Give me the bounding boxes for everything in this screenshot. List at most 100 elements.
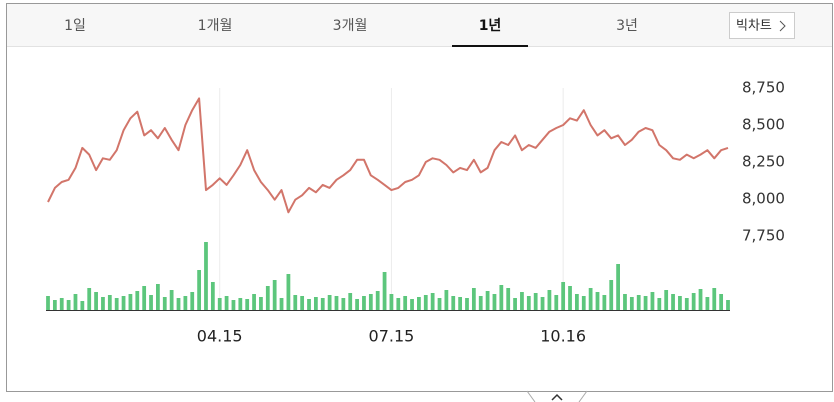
price-line (47, 97, 729, 214)
volume-bar (698, 289, 703, 310)
x-tick-label: 10.16 (540, 327, 586, 346)
tab[interactable]: 1개월 (198, 18, 233, 34)
volume-bar (575, 294, 579, 310)
volume-bar (588, 288, 593, 310)
y-tick-label: 8,000 (742, 190, 785, 208)
volume-bar (114, 298, 119, 310)
volume-bar (423, 295, 428, 310)
tab-bar (7, 4, 832, 46)
volume-bar (471, 288, 476, 310)
volume-bar (52, 300, 57, 310)
volume-bar (520, 292, 524, 310)
volume-bar (252, 294, 256, 310)
volume-bar (368, 294, 373, 310)
volume-bar (259, 297, 263, 310)
volume-bar (245, 299, 250, 310)
volume-bar (66, 300, 71, 310)
y-tick-label: 8,500 (742, 116, 785, 134)
tab[interactable]: 3개월 (333, 18, 368, 34)
plot: 8,750 8,500 8,250 8,000 7,750 04.15 07.15 10.16 (46, 79, 785, 346)
volume-bar (162, 297, 167, 310)
volume-bar (568, 286, 572, 310)
volume-bar (581, 296, 586, 310)
volume-bar (678, 296, 682, 310)
volume-bar (458, 297, 463, 310)
volume-bar (204, 242, 208, 310)
volume-bar (403, 296, 408, 310)
volume-bar (327, 295, 332, 310)
volume-bar (492, 294, 497, 310)
volume-bar (712, 288, 717, 310)
volume-bar (602, 295, 607, 310)
big-chart-button[interactable] (729, 12, 795, 39)
volume-bar (341, 298, 346, 310)
chevron-icon (779, 20, 786, 32)
x-tick-label: 04.15 (197, 327, 243, 346)
volume-bar (320, 298, 325, 310)
volume-bar (265, 286, 270, 310)
volume-bar (169, 290, 174, 310)
volume-bar (59, 298, 64, 310)
volume-bar (307, 299, 311, 310)
volume-bar (224, 296, 229, 310)
volume-bar (375, 291, 380, 310)
volume-bar (183, 296, 188, 310)
tab[interactable]: 1년 (479, 18, 502, 34)
volume-bar (80, 301, 85, 310)
volume-bar (629, 297, 634, 310)
volume-bar (664, 290, 669, 310)
toggle-tab[interactable] (526, 390, 588, 402)
volume-bar (156, 284, 160, 310)
volume-bar (135, 291, 140, 310)
volume-bar (719, 294, 724, 310)
volume-bar (149, 295, 153, 310)
volume-bar (293, 295, 298, 310)
volume-bar (623, 294, 627, 310)
volume-bar (272, 280, 277, 310)
volume-bar (726, 300, 730, 310)
volume-bar (355, 299, 359, 310)
volume-bar (286, 274, 291, 310)
volume-bar (279, 298, 284, 310)
volume-bar (417, 297, 421, 310)
volume-bar (465, 298, 469, 310)
volume-bar (94, 292, 98, 310)
volume-bar (684, 298, 689, 310)
volume-bar (691, 293, 696, 310)
volume-bar (554, 295, 559, 310)
volume-bar (210, 282, 215, 310)
x-tick-label: 07.15 (369, 327, 415, 346)
volume-bar (499, 285, 504, 310)
volume-bar (513, 298, 517, 310)
volume-bar (657, 298, 662, 310)
volume-bar (238, 298, 243, 310)
volume-bar (650, 292, 655, 310)
volume-bar (705, 297, 710, 310)
y-tick-label: 7,750 (742, 227, 785, 245)
volume-bar (389, 294, 394, 310)
panel (6, 3, 833, 392)
tab[interactable]: 1일 (64, 18, 86, 34)
volume-bar (362, 296, 366, 310)
collapse-icon[interactable] (551, 393, 563, 401)
volume-bar (300, 296, 305, 310)
tabs: 1일 1개월 3개월 1년 3년 (64, 18, 638, 47)
volume-bar (197, 270, 201, 310)
volume-bar (176, 298, 181, 310)
volume-bar (396, 298, 401, 310)
volume-bar (478, 296, 483, 310)
volume-bar (540, 297, 545, 310)
tab[interactable]: 3년 (616, 18, 638, 34)
volume-bar (107, 295, 112, 310)
big-chart-label[interactable]: 빅차트 (736, 19, 772, 34)
volume-bar (533, 293, 538, 310)
volume-bar (595, 292, 600, 310)
volume-bar (348, 293, 353, 310)
volume-bar (87, 288, 92, 310)
volume-bar (547, 290, 552, 310)
volume-bar (190, 292, 195, 310)
y-tick-label: 8,250 (742, 153, 785, 171)
volume-bar (313, 297, 318, 310)
